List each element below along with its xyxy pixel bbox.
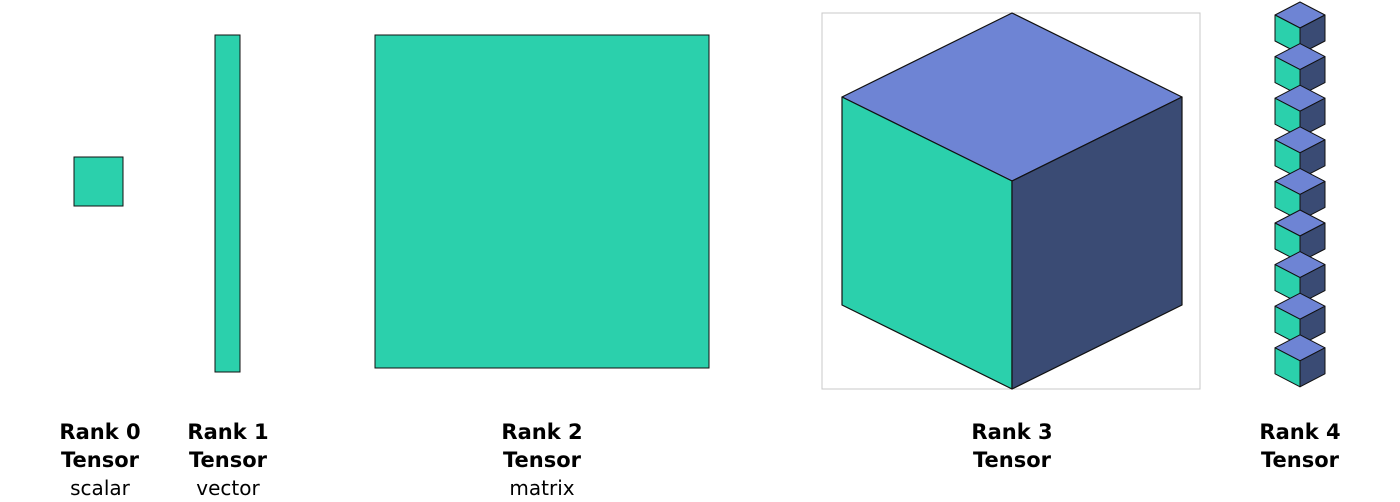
rank2-title: Rank 2 [501,420,583,444]
label-rank0: Rank 0 Tensor scalar [20,418,180,502]
cube-side-face [1299,347,1326,388]
rank4-kind: Tensor [1260,448,1339,472]
stack-cube [1274,126,1326,180]
rank2-kind: Tensor [502,448,581,472]
label-rank1: Rank 1 Tensor vector [148,418,308,502]
rank2-subtitle: matrix [509,476,575,500]
rank1-title: Rank 1 [187,420,269,444]
stack-cube [1274,334,1326,388]
stack-cube [1274,1,1326,55]
rank3-kind: Tensor [972,448,1051,472]
rank1-subtitle: vector [196,476,260,500]
rank3-title: Rank 3 [971,420,1053,444]
matrix-square [374,34,710,369]
label-rank4: Rank 4 Tensor [1220,418,1380,474]
stack-cube [1274,251,1326,305]
rank1-kind: Tensor [188,448,267,472]
stack-cube [1274,43,1326,97]
stack-cube [1274,84,1326,138]
rank0-title: Rank 0 [59,420,141,444]
rank0-subtitle: scalar [70,476,130,500]
vector-bar [214,34,241,373]
rank4-title: Rank 4 [1259,420,1341,444]
rank3-cube [841,12,1183,390]
label-rank3: Rank 3 Tensor [932,418,1092,474]
stack-cube [1274,292,1326,346]
rank4-cube-stack [1274,1,1326,388]
rank0-kind: Tensor [60,448,139,472]
cube-side-face [1011,96,1183,390]
scalar-square [73,156,124,207]
stack-cube [1274,167,1326,221]
label-rank2: Rank 2 Tensor matrix [462,418,622,502]
